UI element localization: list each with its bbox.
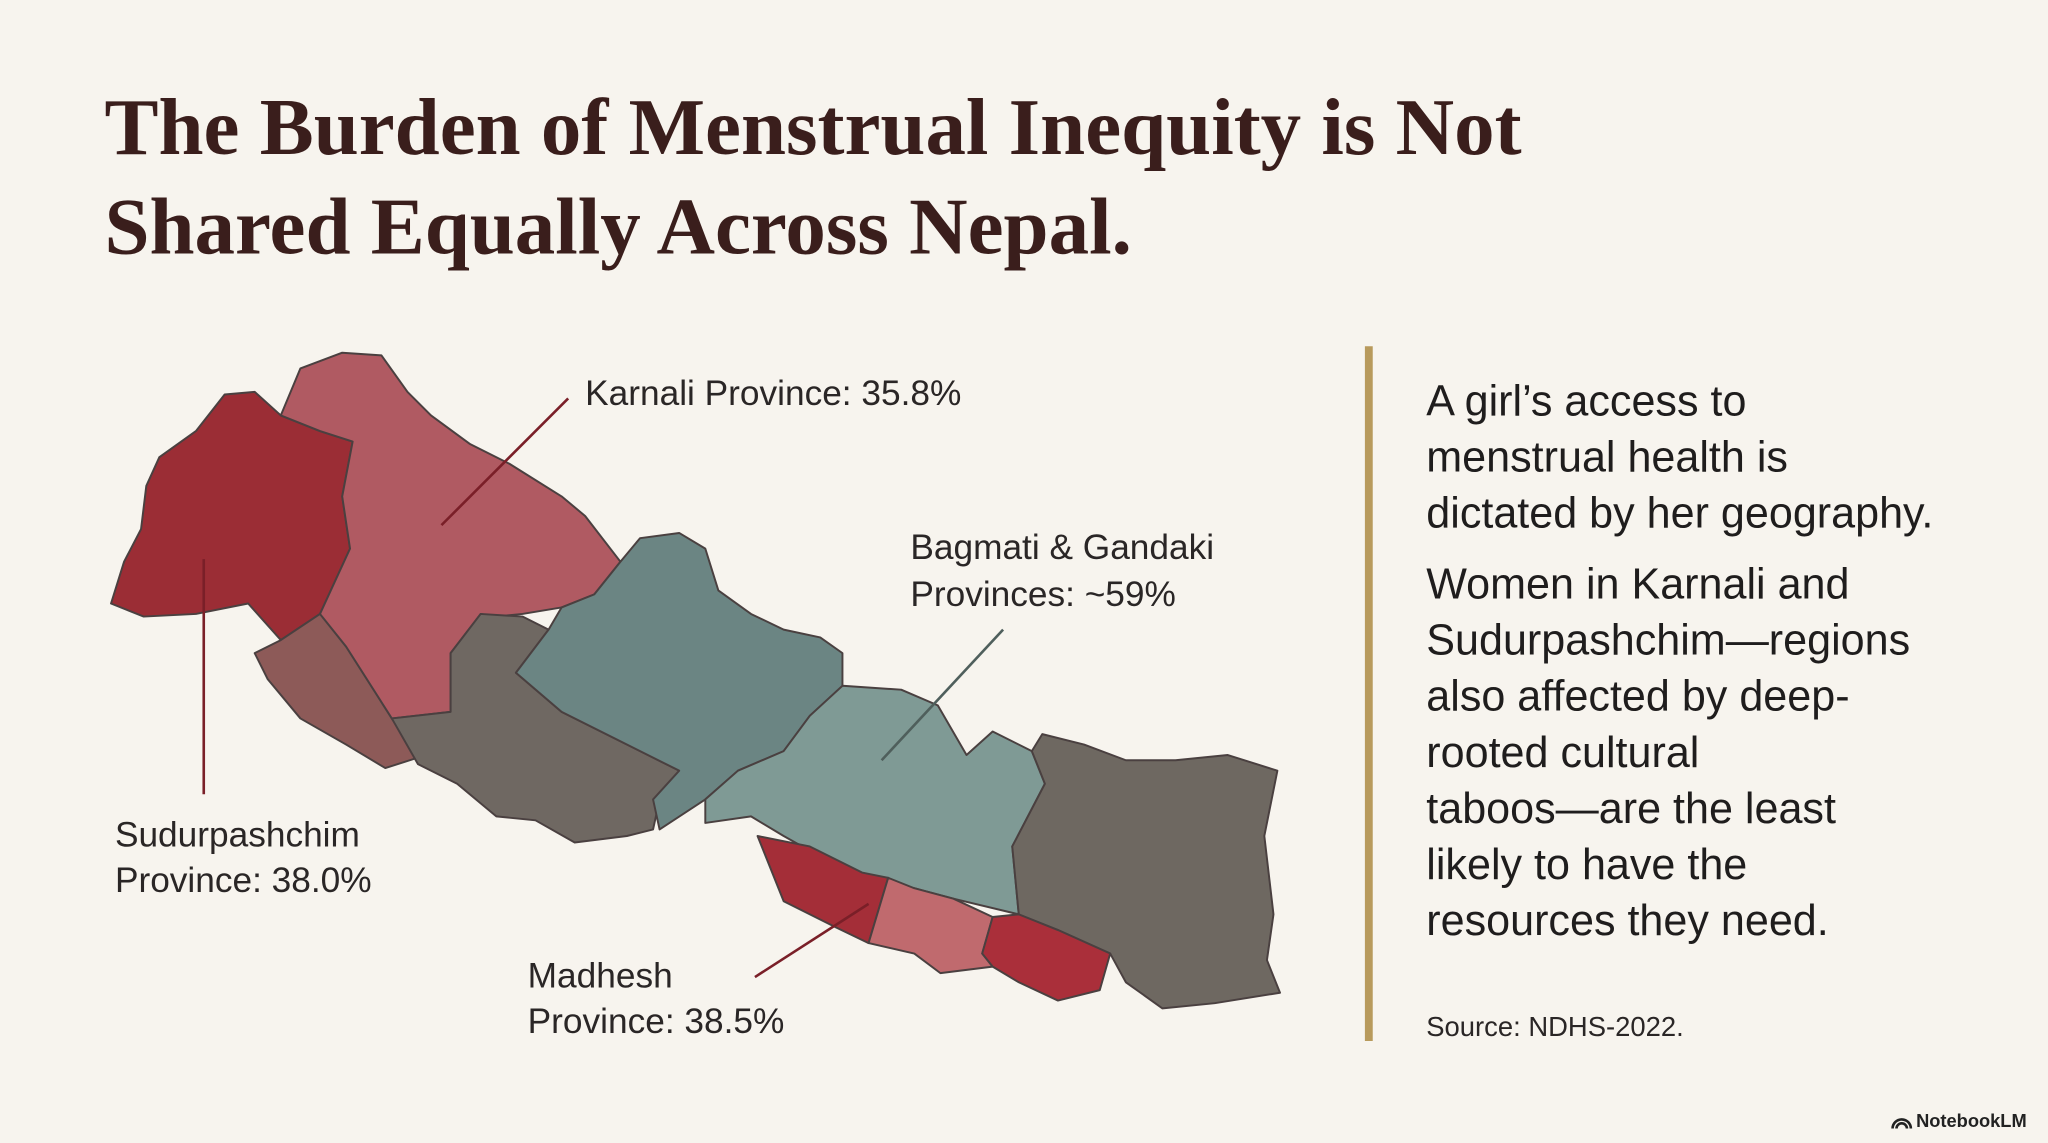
map-label: Bagmati & Gandaki [910,528,1214,567]
body-line: menstrual health is [1426,434,1788,482]
brand-icon [1891,1118,1913,1129]
body-line: dictated by her geography. [1426,490,1933,538]
map-label: Province: 38.5% [528,1002,785,1041]
leader-line [440,397,570,527]
source: Source: NDHS-2022. [1426,1011,1683,1042]
title-line: Shared Equally Across Nepal. [104,181,1131,271]
body-line: A girl’s access to [1426,377,1746,425]
map-label: Karnali Province: 35.8% [585,374,961,413]
map-label: Madhesh [528,956,673,995]
body-text: A girl’s access to menstrual health is dic… [1426,377,1933,945]
body-line: likely to have the [1426,841,1747,889]
map-label: Sudurpashchim [115,815,360,854]
leader-line [754,902,870,979]
karnali-province [279,351,622,720]
madhesh-east [981,913,1112,1002]
body-line: Women in Karnali and [1426,560,1849,608]
map-label: Provinces: ~59% [910,575,1175,614]
body-line: Sudurpashchim—regions [1426,616,1910,664]
title-line: The Burden of Menstrual Inequity is Not [104,82,1521,172]
brand: NotebookLM [1916,1110,2027,1131]
body-line: resources they need. [1426,897,1828,945]
gandaki-province [514,531,844,831]
body-line: taboos—are the least [1426,785,1836,833]
leader-line [880,628,1005,762]
body-line: rooted cultural [1426,729,1699,777]
map-label: Province: 38.0% [115,861,372,900]
nepal-map [110,351,1281,1010]
body-line: also affected by deep- [1426,673,1849,721]
